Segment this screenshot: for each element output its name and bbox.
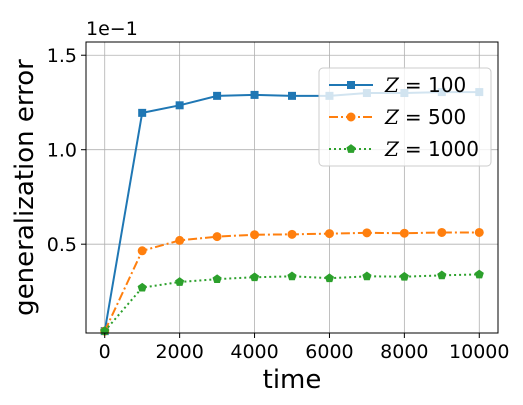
data-point bbox=[324, 273, 335, 283]
data-point bbox=[137, 282, 147, 292]
legend-value: = 1000 bbox=[405, 137, 479, 161]
data-point bbox=[474, 227, 484, 237]
data-point bbox=[437, 227, 447, 237]
x-tick-label: 6000 bbox=[305, 341, 353, 363]
y-axis-label: generalization error bbox=[10, 59, 40, 316]
legend-marker bbox=[346, 112, 356, 122]
legend-label: Z = 1000 bbox=[384, 137, 479, 161]
legend-value: = 500 bbox=[405, 105, 466, 129]
data-point bbox=[250, 90, 259, 99]
y-tick-label: 0.5 bbox=[47, 234, 77, 256]
data-point bbox=[287, 229, 297, 239]
legend-value: = 100 bbox=[405, 73, 466, 97]
data-point bbox=[474, 269, 484, 279]
plot-frame bbox=[85, 41, 499, 334]
data-point bbox=[212, 274, 222, 284]
x-tick-label: 2000 bbox=[155, 341, 203, 363]
y-tick-label: 1.5 bbox=[47, 45, 77, 67]
data-point bbox=[399, 271, 409, 281]
data-point bbox=[213, 91, 222, 100]
data-point bbox=[249, 272, 260, 282]
legend-variable: Z bbox=[384, 73, 400, 97]
data-point bbox=[288, 91, 296, 100]
x-tick-label: 4000 bbox=[230, 341, 278, 363]
data-point bbox=[138, 108, 147, 117]
data-point bbox=[437, 270, 447, 280]
legend-variable: Z bbox=[384, 105, 400, 129]
legend-variable: Z bbox=[384, 137, 400, 161]
data-point bbox=[175, 277, 185, 286]
data-point bbox=[399, 228, 409, 238]
data-point bbox=[287, 271, 297, 281]
legend-marker bbox=[347, 81, 355, 89]
legend-item: Z = 1000 bbox=[329, 137, 479, 161]
data-point bbox=[324, 229, 334, 239]
data-point bbox=[175, 235, 185, 245]
data-point bbox=[212, 232, 222, 242]
data-point bbox=[362, 228, 372, 238]
x-tick-label: 10000 bbox=[449, 341, 509, 363]
legend-label: Z = 100 bbox=[384, 73, 466, 97]
y-offset-label: 1e−1 bbox=[86, 18, 138, 40]
series-3 bbox=[100, 269, 484, 336]
series-line bbox=[103, 231, 480, 332]
x-tick-label: 0 bbox=[99, 341, 111, 363]
legend-box bbox=[318, 67, 492, 167]
legend-label: Z = 500 bbox=[384, 105, 466, 129]
x-tick-label: 8000 bbox=[380, 341, 428, 363]
legend-item: Z = 100 bbox=[329, 73, 466, 97]
data-point bbox=[137, 246, 147, 256]
x-axis-label: time bbox=[263, 365, 322, 395]
data-point bbox=[250, 230, 260, 240]
axis-ticks: 0 2000 4000 6000 8000 10000 0.5 1.0 1.5 bbox=[47, 45, 510, 363]
data-point bbox=[362, 271, 372, 281]
data-point bbox=[175, 101, 184, 110]
legend-item: Z = 500 bbox=[329, 105, 466, 129]
series-line bbox=[103, 273, 480, 332]
y-tick-label: 1.0 bbox=[47, 140, 77, 162]
legend-marker bbox=[346, 144, 356, 153]
